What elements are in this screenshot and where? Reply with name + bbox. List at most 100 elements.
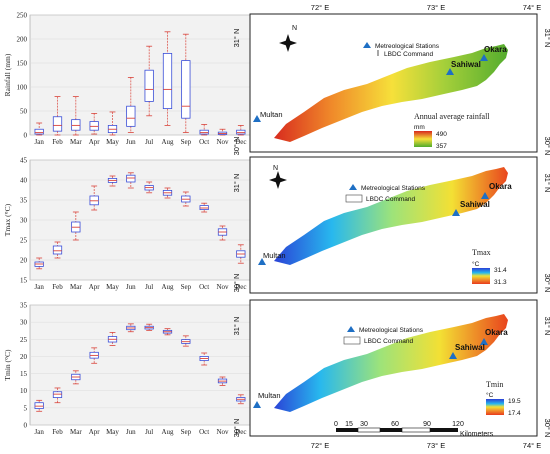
y-tick-31-right: 31° N — [543, 174, 550, 193]
x-tick-label: Jan — [34, 138, 44, 146]
x-tick-label: Jun — [126, 283, 136, 291]
legend-unit: °C — [486, 391, 494, 399]
x-tick-label: Mar — [70, 138, 82, 146]
box-sep — [181, 33, 191, 134]
x-tick-label: Mar — [70, 428, 82, 436]
x-tick-label: Oct — [199, 138, 209, 146]
box-feb — [52, 387, 63, 404]
y-tick-label: 20 — [20, 257, 28, 265]
y-tick-label: 0 — [24, 132, 28, 140]
legend-high: 19.5 — [508, 398, 521, 405]
x-tick-72: 72° E — [311, 441, 329, 450]
y-tick-labels: 0 50 100 150 200 250 — [17, 12, 28, 140]
y-tick-31-right: 31° N — [543, 317, 550, 336]
x-tick-72: 72° E — [311, 3, 329, 12]
box-mar — [71, 96, 81, 136]
scale-tick-15: 15 — [345, 421, 353, 428]
y-tick-label: 100 — [17, 84, 28, 92]
station-legend-icon — [349, 184, 357, 190]
city-multan: Multan — [263, 251, 286, 260]
box-oct — [199, 202, 209, 213]
x-tick-74: 74° E — [523, 3, 541, 12]
x-tick-label: Aug — [161, 428, 174, 436]
y-tick-label: 15 — [20, 277, 28, 285]
x-tick-label: Jun — [126, 428, 136, 436]
legend-colorbar — [472, 268, 490, 284]
x-tick-label: Jan — [34, 283, 44, 291]
station-legend-label: Metreological Stations — [361, 185, 426, 192]
station-legend-icon — [347, 326, 355, 332]
map-variable-title: Tmax — [472, 248, 491, 257]
y-tick-31: 31° N — [232, 174, 241, 193]
scale-tick-0: 0 — [334, 421, 338, 428]
boxes — [34, 172, 246, 270]
box-mar — [71, 211, 81, 241]
x-tick-label: Jan — [34, 428, 44, 436]
station-marker-multan — [253, 401, 261, 408]
tmin-boxplot: 0 5 10 15 20 25 30 35 Jan Feb Mar Apr May Jun Jul Aug S… — [3, 302, 251, 436]
y-tick-30: 30° N — [232, 419, 241, 438]
city-multan: Multan — [260, 110, 283, 119]
x-tick-label: May — [106, 283, 119, 291]
gridlines — [30, 159, 250, 281]
x-tick-label: Jul — [145, 283, 153, 291]
x-tick-label: Mar — [70, 283, 82, 291]
legend-low: 357 — [436, 143, 447, 150]
scale-tick-60: 60 — [391, 421, 399, 428]
box-nov — [217, 225, 228, 241]
x-tick-label: Jul — [145, 428, 153, 436]
box-aug — [162, 187, 173, 199]
scale-tick-30: 30 — [360, 421, 368, 428]
box-may — [107, 332, 118, 346]
command-legend-label: LBDC Command — [364, 338, 414, 345]
city-okara: Okara — [484, 45, 507, 54]
iqr-box — [34, 402, 44, 409]
y-tick-30: 30° N — [232, 274, 241, 293]
box-sep — [181, 191, 191, 207]
y-tick-31-right: 31° N — [543, 29, 550, 48]
x-tick-label: Nov — [216, 428, 229, 436]
box-dec — [236, 244, 246, 264]
x-tick-label: Dec — [235, 138, 246, 146]
x-tick-label: Aug — [161, 283, 174, 291]
y-tick-31: 31° N — [232, 317, 241, 336]
y-tick-label: 30 — [20, 319, 28, 327]
legend-unit: mm — [414, 124, 425, 131]
x-tick-73: 73° E — [427, 441, 445, 450]
x-tick-74: 74° E — [523, 441, 541, 450]
iqr-box — [52, 245, 63, 255]
city-okara: Okara — [489, 182, 512, 191]
y-tick-label: 150 — [17, 60, 28, 68]
command-legend-label: LBDC Command — [384, 51, 434, 58]
x-tick-label: May — [106, 138, 119, 146]
y-tick-label: 5 — [24, 404, 28, 412]
tmin-map: 31° N 30° N 31° N 30° N Metreological St… — [232, 299, 550, 450]
iqr-box — [236, 129, 246, 135]
command-legend-icon — [345, 194, 363, 203]
legend-low: 31.3 — [494, 279, 507, 286]
svg-text:N: N — [273, 165, 278, 172]
x-tick-label: Apr — [89, 283, 101, 291]
box-jun — [126, 172, 136, 189]
city-okara: Okara — [485, 328, 508, 337]
box-dec — [236, 394, 246, 405]
iqr-box — [71, 119, 81, 131]
command-legend-label: LBDC Command — [366, 196, 416, 203]
city-multan: Multan — [258, 391, 281, 400]
y-tick-30-right: 30° N — [543, 419, 550, 438]
tmax-boxplot: 15 20 25 30 35 40 45 Jan Feb Mar Apr May Jun Jul Aug S… — [3, 157, 251, 291]
box-jul — [144, 323, 154, 331]
plot-background — [29, 14, 251, 136]
y-axis-label: Rainfall (mm) — [3, 53, 12, 96]
scale-bar: 0 15 30 60 90 120 Kilometers — [334, 421, 494, 438]
y-tick-30-right: 30° N — [543, 274, 550, 293]
x-tick-label: Nov — [216, 138, 229, 146]
y-tick-label: 0 — [24, 422, 28, 430]
iqr-box — [162, 53, 173, 110]
command-legend-icon — [343, 336, 361, 345]
y-tick-label: 25 — [20, 336, 28, 344]
y-tick-label: 35 — [20, 197, 28, 205]
box-may — [107, 111, 118, 136]
box-may — [107, 175, 118, 187]
y-tick-label: 35 — [20, 302, 28, 310]
